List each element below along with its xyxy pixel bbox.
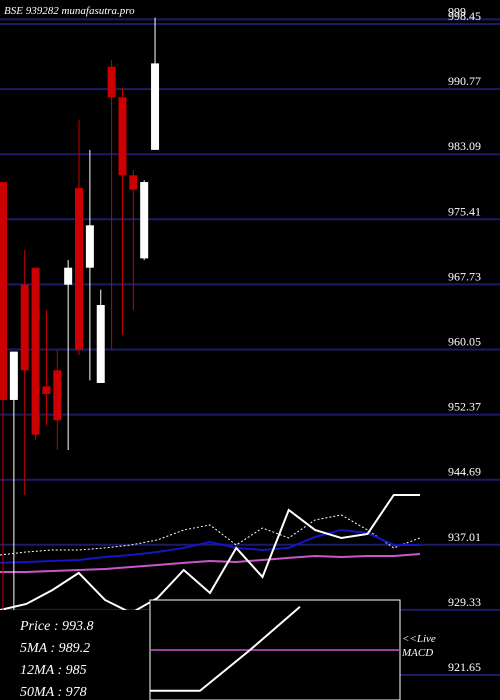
y-tick-label: 937.01 bbox=[448, 530, 481, 544]
y-tick-label: 929.33 bbox=[448, 595, 481, 609]
info-background bbox=[0, 610, 150, 700]
y-tick-label: 921.65 bbox=[448, 660, 481, 674]
candle-body bbox=[64, 267, 73, 285]
y-tick-label: 967.73 bbox=[448, 269, 481, 283]
info-line: 5MA : 989.2 bbox=[20, 641, 90, 656]
y-tick-label: 952.37 bbox=[448, 400, 481, 414]
info-line: 12MA : 985 bbox=[20, 663, 87, 678]
candle-body bbox=[42, 386, 51, 394]
y-tick-label: 983.09 bbox=[448, 139, 481, 153]
candles bbox=[0, 17, 160, 690]
chart-title: BSE 939282 munafasutra.pro bbox=[4, 5, 135, 17]
candle-body bbox=[129, 175, 138, 190]
macd-line bbox=[150, 606, 301, 692]
indicator-line bbox=[0, 493, 420, 615]
y-tick-label: 999 bbox=[448, 4, 466, 18]
indicator-line bbox=[0, 528, 420, 564]
y-tick-label: 990.77 bbox=[448, 74, 481, 88]
candle-body bbox=[140, 182, 149, 259]
candle-body bbox=[118, 97, 127, 176]
candle-body bbox=[20, 284, 29, 371]
info-box: Price : 993.8 5MA : 989.2 12MA : 985 50MA :… bbox=[0, 610, 150, 700]
candle-body bbox=[75, 188, 84, 350]
candle-body bbox=[31, 267, 40, 435]
info-line: 50MA : 978 bbox=[20, 685, 87, 700]
candle-body bbox=[0, 182, 7, 400]
candle-body bbox=[53, 370, 62, 421]
indicator-line bbox=[0, 552, 421, 574]
candle-body bbox=[107, 66, 116, 98]
macd-label: MACD bbox=[401, 647, 433, 659]
y-tick-label: 960.05 bbox=[448, 334, 481, 348]
candle-body bbox=[96, 304, 105, 383]
y-tick-label: 998.45 bbox=[448, 9, 481, 23]
y-tick-label: 975.41 bbox=[448, 204, 481, 218]
info-line: Price : 993.8 bbox=[19, 619, 93, 634]
indicator-line bbox=[0, 514, 421, 556]
candle-body bbox=[9, 351, 18, 400]
macd-panel bbox=[149, 599, 401, 700]
y-tick-label: 944.69 bbox=[448, 465, 481, 479]
candle-body bbox=[151, 63, 160, 150]
candle-body bbox=[85, 225, 94, 268]
live-label: <<Live bbox=[402, 633, 436, 645]
indicator-lines bbox=[0, 493, 421, 615]
